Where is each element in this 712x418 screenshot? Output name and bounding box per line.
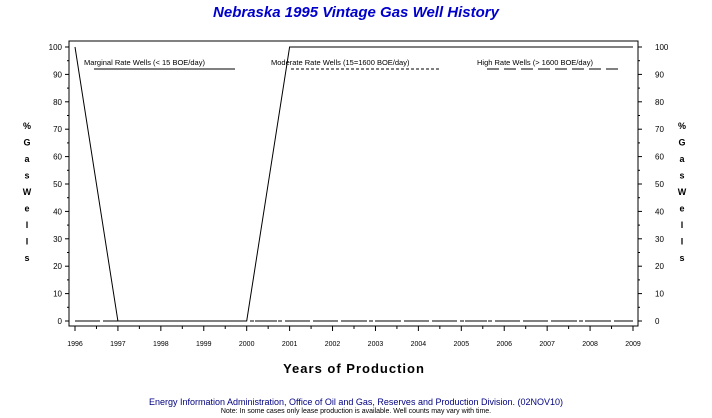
- x-tick-label: 2005: [454, 341, 470, 348]
- y-tick-label-left: 60: [53, 153, 62, 162]
- y-axis-label-char: l: [26, 220, 29, 230]
- y-axis-label-char: %: [678, 121, 686, 131]
- y-tick-label-left: 0: [58, 317, 63, 326]
- y-tick-label-left: 100: [49, 43, 63, 52]
- y-tick-label-left: 40: [53, 207, 62, 216]
- series-line-0: [74, 46, 633, 322]
- y-axis-left: 0 10 20 30 40 50 60 70 80 90 100: [49, 43, 69, 326]
- x-tick-label: 1998: [153, 341, 169, 348]
- y-axis-label-char: l: [681, 237, 684, 247]
- x-tick-label: 2008: [582, 341, 598, 348]
- y-tick-label-right: 90: [655, 70, 664, 79]
- x-tick-label: 2004: [411, 341, 427, 348]
- y-axis-label-char: e: [24, 204, 29, 214]
- y-axis-label-char: G: [23, 138, 30, 148]
- y-tick-label-left: 50: [53, 180, 62, 189]
- y-axis-label-char: s: [24, 253, 29, 263]
- y-tick-label-right: 80: [655, 98, 664, 107]
- y-axis-label-char: %: [23, 121, 31, 131]
- series-lines: [74, 46, 633, 322]
- y-axis-label-char: e: [679, 204, 684, 214]
- y-axis-label-char: W: [678, 187, 687, 197]
- y-tick-label-left: 20: [53, 262, 62, 271]
- y-tick-label-right: 40: [655, 207, 664, 216]
- x-tick-label: 2006: [496, 341, 512, 348]
- plot-frame: [68, 40, 639, 327]
- y-tick-label-left: 30: [53, 235, 62, 244]
- x-tick-label: 1997: [110, 341, 126, 348]
- chart-title: Nebraska 1995 Vintage Gas Well History: [213, 4, 499, 21]
- y-tick-label-right: 100: [655, 43, 669, 52]
- source-footer: Energy Information Administration, Offic…: [148, 397, 564, 407]
- x-tick-label: 2001: [282, 341, 298, 348]
- y-tick-label-left: 90: [53, 70, 62, 79]
- x-tick-label: 2002: [325, 341, 341, 348]
- y-axis-label-char: l: [26, 237, 29, 247]
- legend-label-1: Moderate Rate Wells (15=1600 BOE/day): [271, 58, 410, 67]
- y-tick-label-right: 10: [655, 290, 664, 299]
- legend-label-2: High Rate Wells (> 1600 BOE/day): [477, 58, 593, 67]
- legend-label-0: Marginal Rate Wells (< 15 BOE/day): [84, 58, 205, 67]
- legend: Marginal Rate Wells (< 15 BOE/day) Modera…: [84, 58, 619, 70]
- x-tick-label: 2009: [625, 341, 641, 348]
- y-tick-label-left: 10: [53, 290, 62, 299]
- y-tick-label-right: 30: [655, 235, 664, 244]
- x-axis-label: Years of Production: [283, 361, 425, 376]
- note-footer: Note: In some cases only lease productio…: [220, 408, 492, 415]
- y-axis-right: 0 10 20 30 40 50 60 70 80 90 100: [638, 43, 669, 326]
- y-tick-label-right: 0: [655, 317, 660, 326]
- y-tick-label-right: 60: [655, 153, 664, 162]
- y-tick-label-right: 50: [655, 180, 664, 189]
- y-tick-label-right: 70: [655, 125, 664, 134]
- y-axis-label-char: G: [678, 138, 685, 148]
- y-axis-label-char: s: [679, 171, 684, 181]
- y-tick-label-left: 70: [53, 125, 62, 134]
- x-tick-label: 1996: [67, 341, 83, 348]
- y-axis-label-char: s: [24, 171, 29, 181]
- y-tick-label-left: 80: [53, 98, 62, 107]
- x-tick-label: 2007: [539, 341, 555, 348]
- y-tick-label-right: 20: [655, 262, 664, 271]
- x-tick-label: 2000: [239, 341, 255, 348]
- x-axis: 1996 1997 1998 1999 2000 2001 2002 2003 2004 2005…: [67, 326, 641, 348]
- y-axis-label-char: s: [679, 253, 684, 263]
- x-tick-label: 2003: [368, 341, 384, 348]
- y-axis-label-char: l: [681, 220, 684, 230]
- y-axis-label-char: a: [24, 154, 30, 164]
- y-axis-label-char: W: [23, 187, 32, 197]
- y-axis-label-char: a: [679, 154, 685, 164]
- x-tick-label: 1999: [196, 341, 212, 348]
